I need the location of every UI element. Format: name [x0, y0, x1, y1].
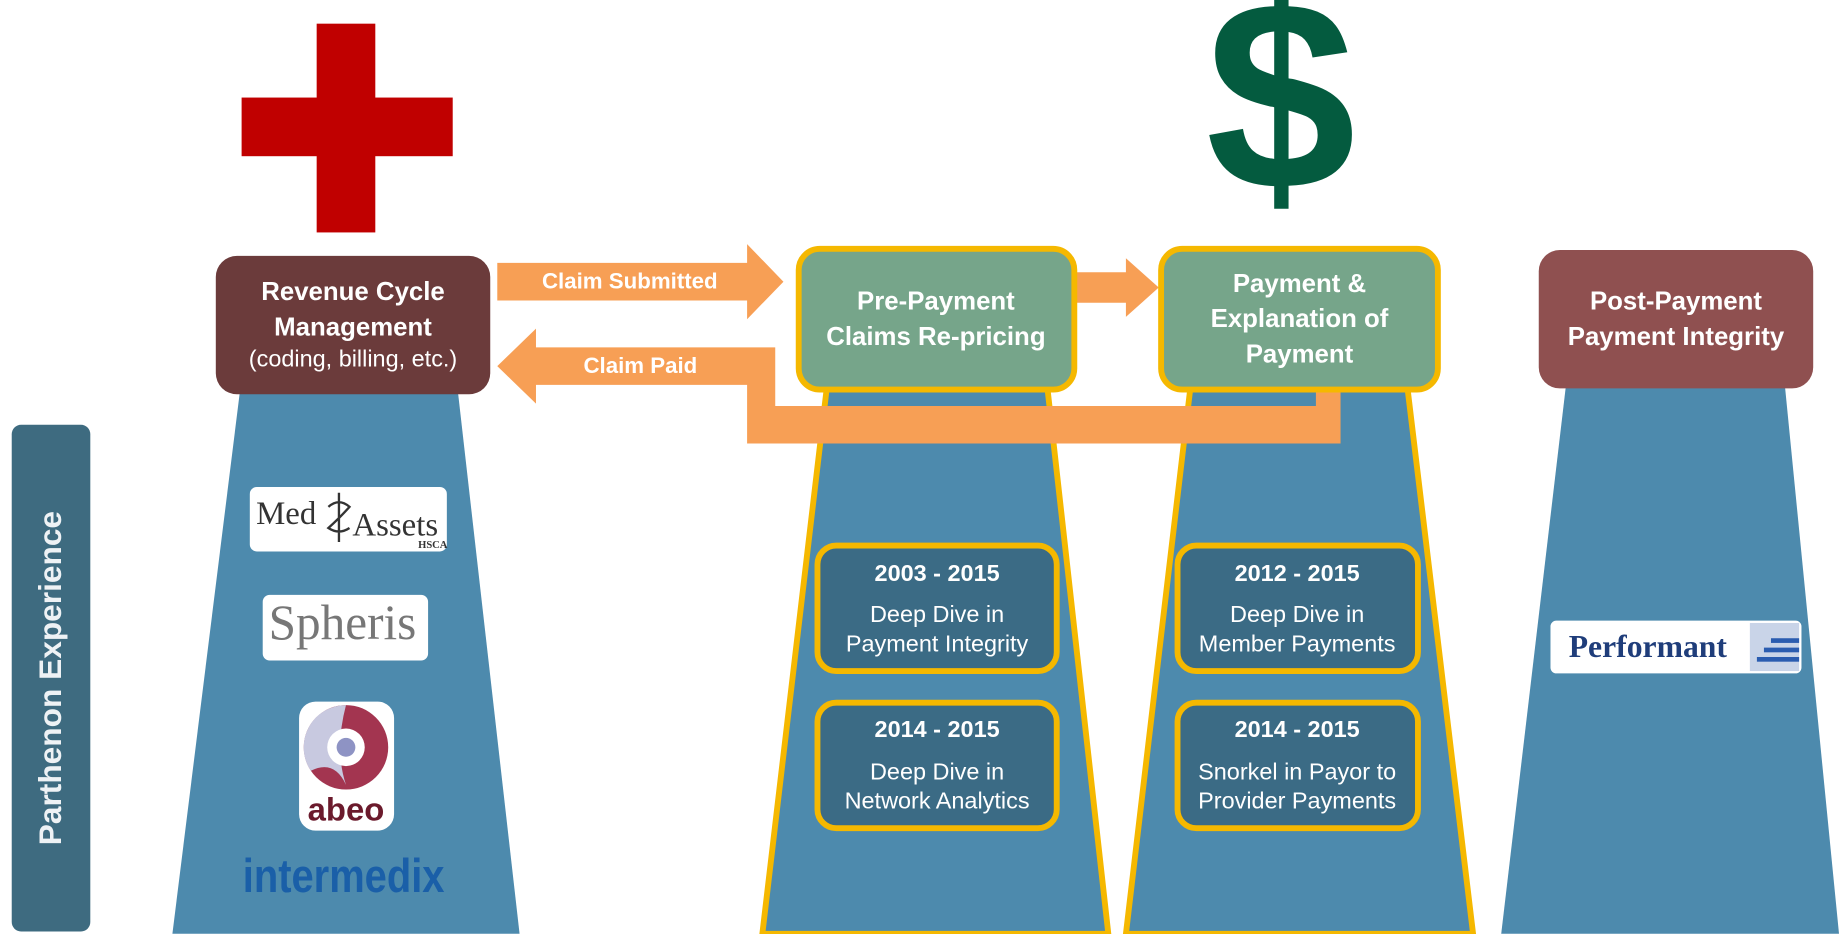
years: 2014 - 2015: [875, 716, 1000, 742]
dollar-icon: $: [1206, 0, 1356, 247]
stage-title: Claims Re-pricing: [826, 323, 1045, 351]
experience-text: Deep Dive in: [870, 758, 1004, 784]
logo-text: Performant: [1569, 629, 1728, 664]
experience-text: Snorkel in Payor to: [1198, 758, 1396, 784]
experience-box: 2014 - 2015 Deep Dive in Network Analyti…: [814, 699, 1060, 832]
stage-title: Payment: [1246, 340, 1354, 368]
years: 2003 - 2015: [875, 560, 1000, 586]
stage-title: Management: [274, 313, 432, 341]
experience-box: 2012 - 2015 Deep Dive in Member Payments: [1174, 542, 1421, 675]
arrow: [1076, 258, 1159, 317]
arrow-label: Claim Submitted: [542, 269, 718, 294]
logo-spheris: Spheris: [262, 594, 429, 661]
stage-header: [1538, 250, 1814, 389]
stage-title: Payment &: [1233, 270, 1366, 298]
side-label: Parthenon Experience: [32, 511, 68, 845]
logo-text: abeo: [308, 790, 385, 827]
stage-title: Pre-Payment: [857, 288, 1015, 316]
logo-text: Med: [256, 496, 317, 532]
logo-text: HSCA: [418, 540, 448, 551]
side-label-box: [11, 424, 91, 932]
logo-medassets: Med Assets HSCA: [249, 486, 448, 552]
experience-text: Payment Integrity: [846, 630, 1029, 656]
logo-performant: Performant: [1550, 620, 1802, 674]
years: 2014 - 2015: [1235, 716, 1360, 742]
logo-intermedix: intermedix: [243, 850, 445, 902]
logo-text: Spheris: [269, 595, 417, 650]
stage-title: Explanation of: [1211, 305, 1389, 333]
red-cross: [241, 23, 453, 233]
experience-text: Provider Payments: [1198, 788, 1396, 814]
experience-box: 2003 - 2015 Deep Dive in Payment Integri…: [814, 542, 1060, 675]
stage-title: Payment Integrity: [1568, 323, 1785, 351]
experience-box: 2014 - 2015 Snorkel in Payor to Provider…: [1174, 699, 1421, 832]
stage-title: Post-Payment: [1590, 288, 1762, 316]
experience-text: Network Analytics: [845, 788, 1030, 814]
experience-text: Deep Dive in: [870, 601, 1004, 627]
stage-title: Revenue Cycle: [261, 278, 445, 306]
logo-abeo: abeo: [299, 701, 395, 831]
arrow-label: Claim Paid: [583, 353, 697, 378]
experience-text: Deep Dive in: [1230, 601, 1364, 627]
logo-text: Assets: [352, 508, 438, 544]
arrow: [497, 244, 784, 320]
arrow: [497, 328, 1341, 444]
years: 2012 - 2015: [1235, 560, 1360, 586]
experience-text: Member Payments: [1199, 630, 1396, 656]
stage-header: [1158, 245, 1441, 393]
stage-header: [215, 255, 491, 395]
stage-header: [795, 245, 1078, 393]
stage-subtitle: (coding, billing, etc.): [249, 345, 457, 371]
